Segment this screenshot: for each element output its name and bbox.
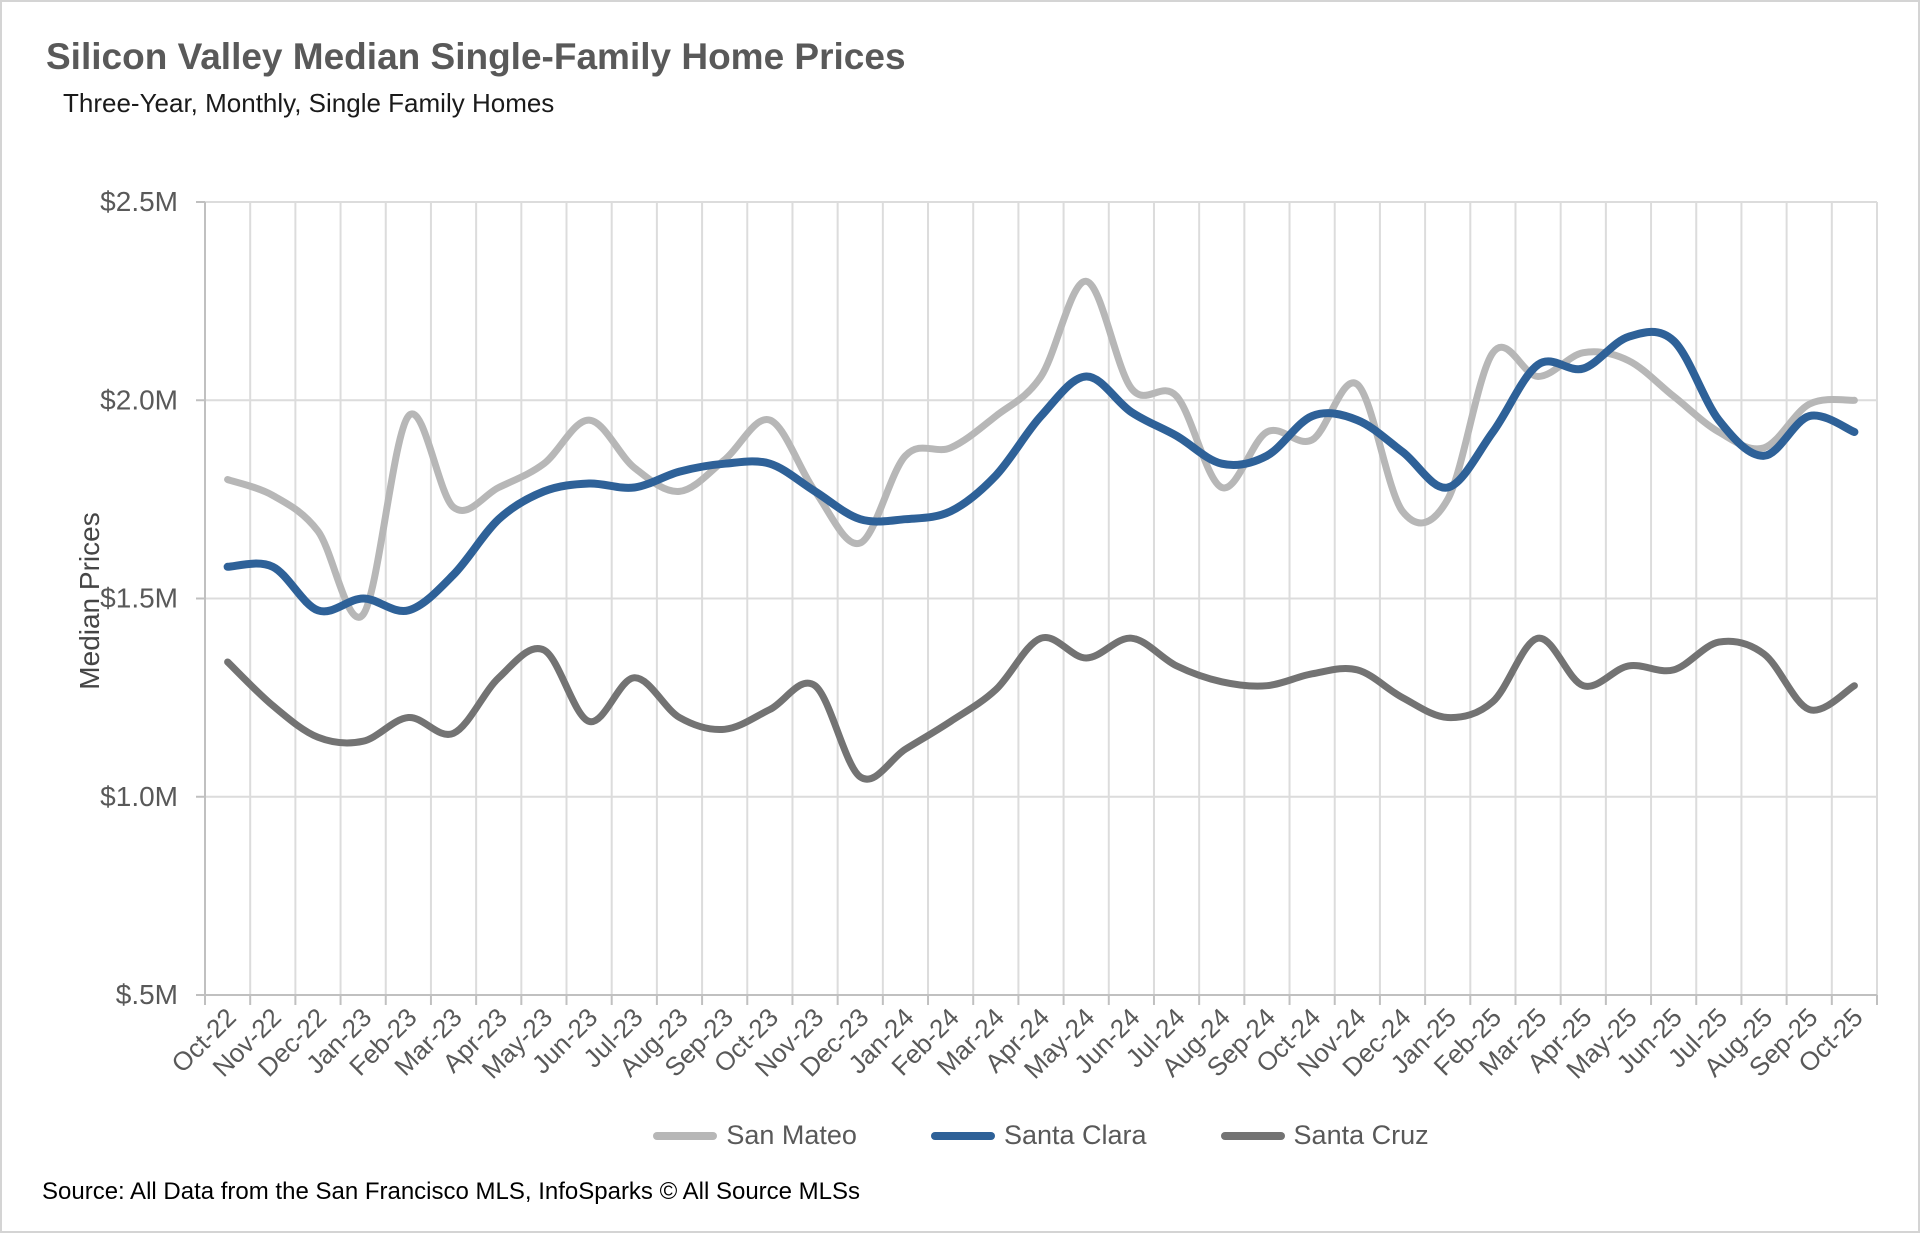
series-line-san-mateo bbox=[224, 277, 1858, 621]
legend-label: Santa Cruz bbox=[1293, 1120, 1429, 1150]
y-axis-tick-label: $.5M bbox=[116, 979, 178, 1010]
legend-label: Santa Clara bbox=[1003, 1120, 1147, 1150]
santa-cruz-line-swatch bbox=[1220, 1131, 1285, 1140]
line-chart-plot: $2.5M$2.0M$1.5M$1.0M$.5MOct-22Nov-22Dec-… bbox=[100, 186, 1878, 1085]
source-note: Source: All Data from the San Francisco … bbox=[42, 1178, 861, 1205]
y-axis-tick-label: $2.0M bbox=[100, 384, 178, 415]
series-line-santa-clara bbox=[223, 327, 1859, 616]
santa-clara-line-swatch bbox=[930, 1131, 995, 1140]
san-mateo-line-swatch bbox=[653, 1131, 718, 1140]
legend-item-santa-cruz: Santa Cruz bbox=[1220, 1120, 1429, 1151]
y-axis-tick-label: $2.5M bbox=[100, 186, 178, 217]
y-axis-tick-label: $1.5M bbox=[100, 583, 178, 614]
y-axis-tick-label: $1.0M bbox=[100, 781, 178, 812]
chart-legend: San Mateo Santa Clara Santa Cruz bbox=[205, 1120, 1877, 1151]
chart-title: Silicon Valley Median Single-Family Home… bbox=[46, 36, 906, 77]
legend-item-san-mateo: San Mateo bbox=[653, 1120, 857, 1151]
legend-item-santa-clara: Santa Clara bbox=[930, 1120, 1147, 1151]
legend-label: San Mateo bbox=[726, 1120, 857, 1150]
chart-subtitle: Three-Year, Monthly, Single Family Homes bbox=[63, 88, 555, 118]
series-line-santa-cruz bbox=[224, 634, 1858, 783]
